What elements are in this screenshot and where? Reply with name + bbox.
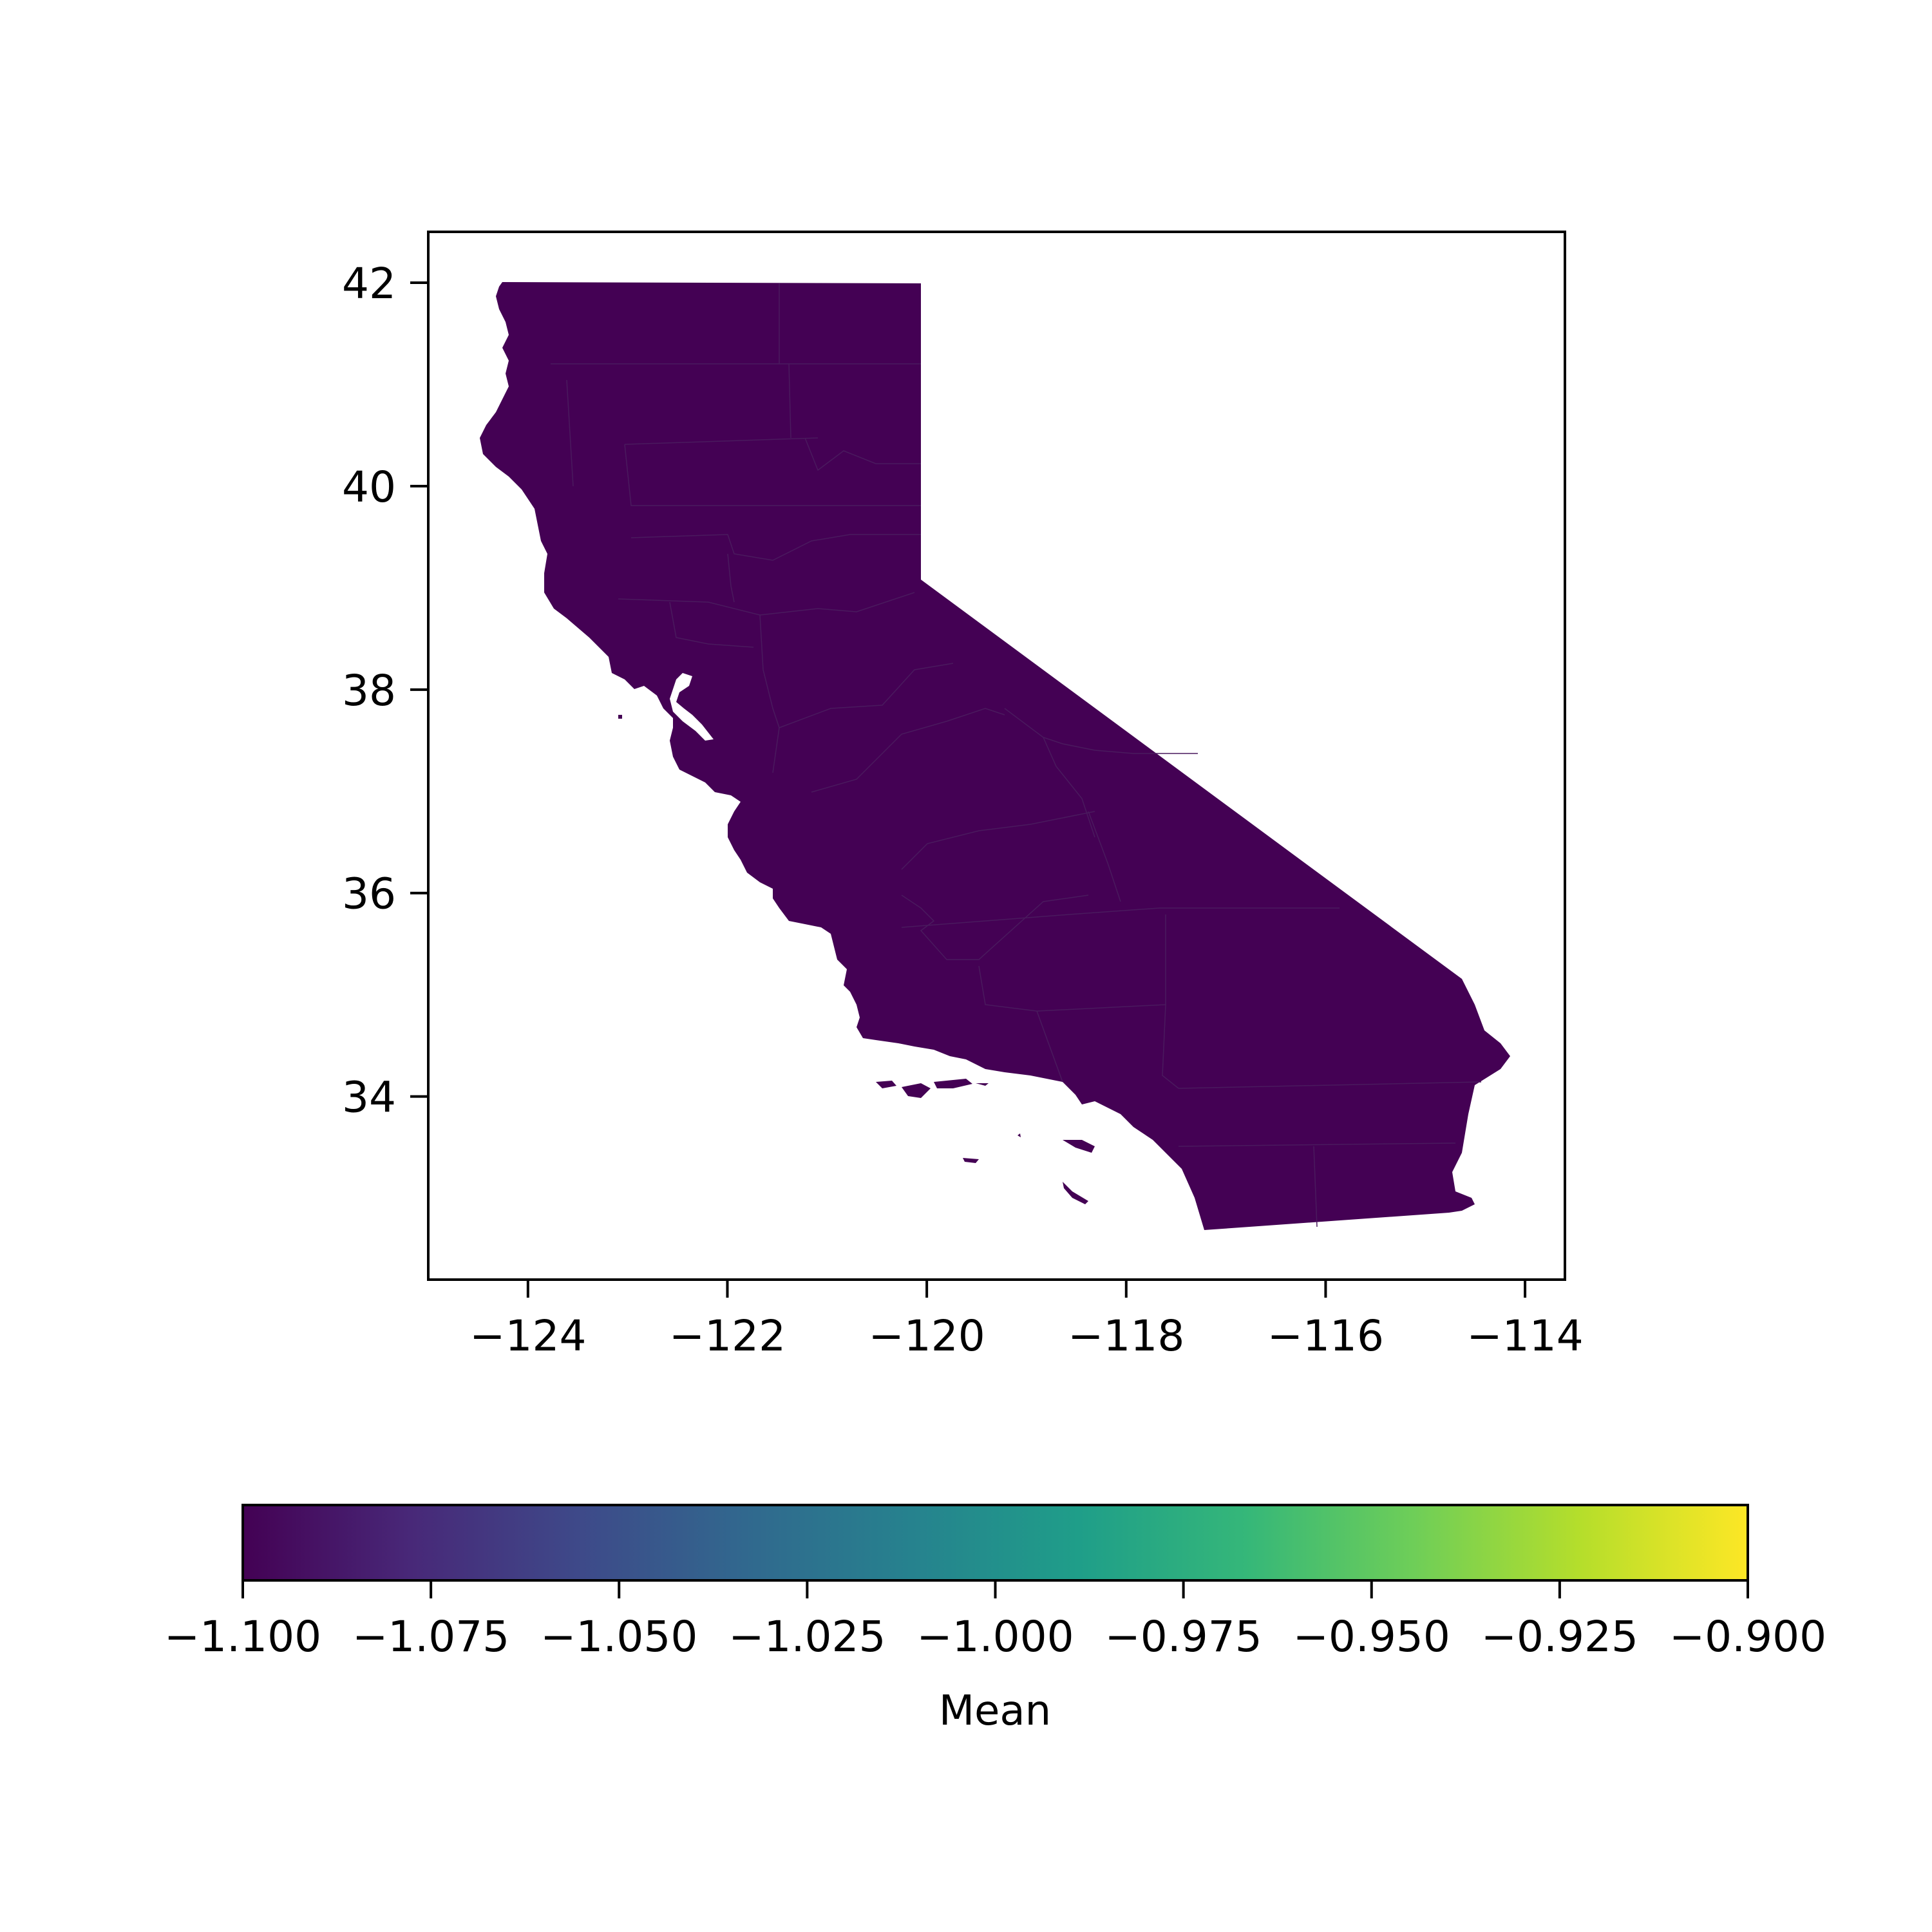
california-mainland: [480, 282, 1510, 1230]
x-tick-label: −120: [868, 1311, 985, 1361]
x-tick-label: −114: [1466, 1311, 1583, 1361]
island-san-clemente: [1063, 1182, 1088, 1204]
island-anacapa: [976, 1083, 989, 1086]
y-tick-label: 36: [342, 869, 396, 919]
island-santa-cruz: [934, 1079, 972, 1088]
y-tick-label: 40: [342, 462, 396, 512]
x-tick-label: −116: [1267, 1311, 1384, 1361]
x-tick-label: −118: [1068, 1311, 1184, 1361]
colorbar-tick-label: −0.950: [1293, 1612, 1450, 1662]
colorbar-tick-label: −1.100: [164, 1612, 321, 1662]
colorbar-label: Mean: [939, 1687, 1051, 1735]
colorbar: −1.100 −1.075 −1.050 −1.025 −1.000 −0.975 −0.9…: [164, 1504, 1826, 1735]
colorbar-tick-label: −1.050: [540, 1612, 697, 1662]
y-tick-label: 38: [342, 666, 396, 715]
island-santa-barbara: [1018, 1133, 1021, 1137]
x-tick-label: −122: [669, 1311, 786, 1361]
county-borders: [551, 283, 1482, 1227]
colorbar-tick-label: −0.900: [1669, 1612, 1826, 1662]
y-tick-label: 34: [342, 1073, 396, 1122]
island-santa-catalina: [1063, 1140, 1095, 1153]
colorbar-bar: [243, 1505, 1748, 1580]
island-san-nicolas: [963, 1158, 979, 1163]
x-tick-label: −124: [469, 1311, 586, 1361]
colorbar-tick-label: −1.000: [916, 1612, 1074, 1662]
map-axes: −124 −122 −120 −118 −116 −114 34 36 38 40 42: [342, 231, 1584, 1361]
island-farallon: [618, 715, 622, 719]
colorbar-tick-label: −1.025: [728, 1612, 886, 1662]
y-axis: 34 36 38 40 42: [342, 259, 428, 1122]
island-san-miguel: [876, 1081, 896, 1088]
california-map: [480, 282, 1510, 1230]
colorbar-tick-label: −1.075: [352, 1612, 509, 1662]
san-francisco-bay: [670, 673, 714, 741]
x-axis: −124 −122 −120 −118 −116 −114: [469, 1280, 1584, 1361]
island-santa-rosa: [902, 1083, 931, 1098]
y-tick-label: 42: [342, 259, 396, 308]
map-frame: [427, 231, 1566, 1281]
colorbar-tick-label: −0.925: [1481, 1612, 1638, 1662]
colorbar-tick-label: −0.975: [1105, 1612, 1262, 1662]
colorbar-ticks: −1.100 −1.075 −1.050 −1.025 −1.000 −0.975 −0.9…: [164, 1580, 1826, 1662]
